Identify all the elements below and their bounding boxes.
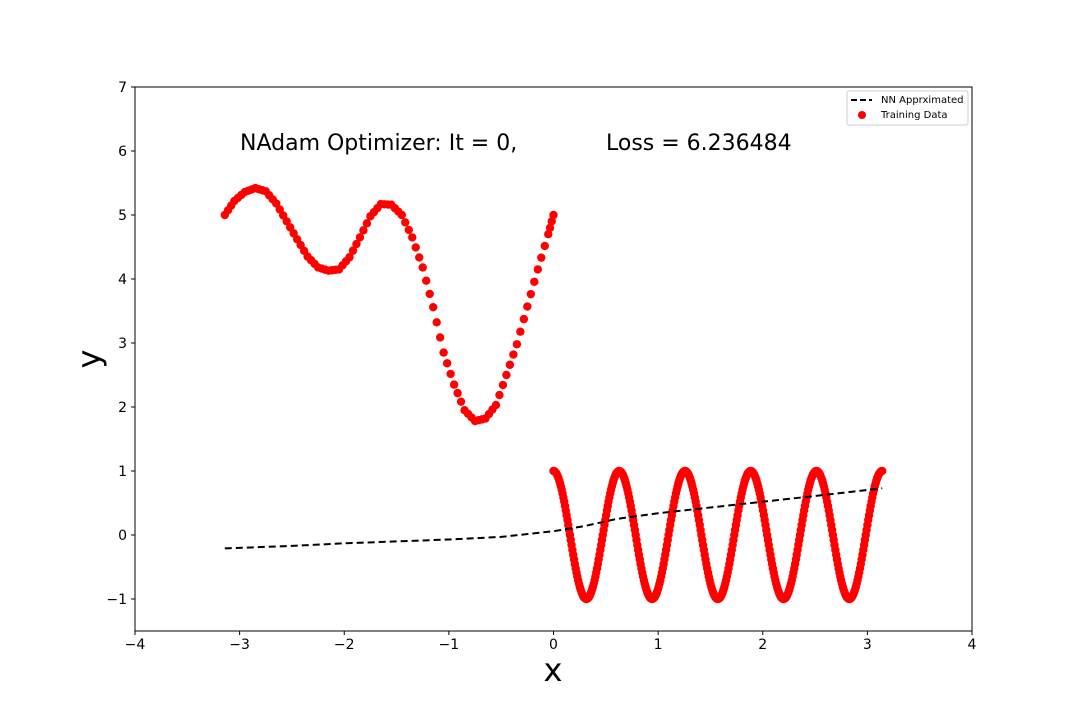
x-tick-label: −3: [229, 637, 250, 653]
data-point: [415, 253, 424, 262]
data-point: [422, 276, 431, 285]
x-tick-label: −2: [334, 637, 355, 653]
axes-frame: [134, 86, 973, 632]
data-point: [877, 466, 887, 476]
x-tick-label: 3: [863, 637, 872, 653]
data-point: [549, 210, 558, 220]
data-point: [432, 318, 441, 327]
loss-annotation: Loss = 6.236484: [606, 131, 792, 156]
nn-approx-line: [224, 487, 883, 550]
data-point: [418, 263, 427, 272]
data-point: [519, 314, 529, 324]
legend-label-nn: NN Apprximated: [881, 95, 964, 106]
y-tick-label: 5: [118, 208, 127, 224]
data-point: [425, 289, 434, 299]
data-point: [435, 333, 445, 342]
data-point: [495, 390, 504, 400]
y-tick-label: −1: [106, 592, 127, 608]
data-point: [453, 388, 462, 398]
data-point: [355, 233, 365, 242]
x-tick-label: 2: [758, 637, 767, 653]
data-point: [512, 340, 522, 349]
y-tick-label: 2: [118, 400, 127, 416]
data-point: [530, 277, 539, 286]
data-point: [352, 239, 361, 249]
data-point: [411, 243, 420, 252]
legend-box: [846, 90, 969, 126]
plot-area: −4 −3 −2 −1 0 1 2 3 4 −1 0 1 2 3 4 5 6 7: [106, 80, 976, 653]
data-point: [498, 380, 508, 390]
data-point: [404, 225, 413, 235]
data-point: [547, 217, 556, 226]
y-tick-label: 7: [118, 80, 127, 96]
axis-ticks: −4 −3 −2 −1 0 1 2 3 4 −1 0 1 2 3 4 5 6 7: [106, 80, 976, 653]
x-tick-label: 1: [654, 637, 663, 653]
data-point: [345, 253, 354, 262]
data-point: [533, 265, 543, 274]
data-point: [516, 327, 525, 336]
data-point: [545, 223, 555, 232]
series-layer: [220, 183, 887, 604]
data-point: [446, 369, 455, 379]
data-point: [523, 302, 532, 311]
data-point: [428, 302, 438, 312]
x-tick-label: 0: [549, 637, 558, 653]
data-point: [449, 380, 459, 389]
data-point: [401, 218, 410, 227]
optimizer-annotation: NAdam Optimizer: It = 0,: [240, 131, 517, 156]
data-point: [442, 359, 452, 368]
data-point: [544, 230, 553, 239]
legend: NN Apprximated Training Data: [846, 90, 969, 126]
data-point: [526, 289, 536, 299]
y-tick-label: 0: [118, 528, 127, 544]
data-point: [408, 233, 417, 242]
x-tick-label: −1: [439, 637, 460, 653]
data-point: [537, 253, 546, 262]
legend-dot-marker: [858, 111, 866, 119]
x-tick-label: −4: [125, 637, 146, 653]
x-axis-label: x: [544, 651, 563, 689]
legend-label-training: Training Data: [880, 110, 948, 121]
data-point: [540, 241, 549, 251]
data-point: [491, 400, 501, 410]
y-axis-label: y: [70, 350, 108, 369]
data-point: [502, 370, 511, 380]
y-tick-label: 4: [118, 272, 127, 288]
data-point: [456, 397, 466, 406]
data-point: [439, 348, 448, 357]
data-point: [348, 246, 358, 255]
y-tick-label: 3: [118, 336, 127, 352]
data-point: [362, 219, 372, 228]
data-point: [397, 210, 406, 220]
y-tick-label: 6: [118, 144, 127, 160]
y-tick-label: 1: [118, 464, 127, 480]
x-tick-label: 4: [968, 637, 977, 653]
data-point: [509, 350, 518, 359]
data-point: [359, 226, 368, 235]
data-point: [505, 360, 515, 369]
